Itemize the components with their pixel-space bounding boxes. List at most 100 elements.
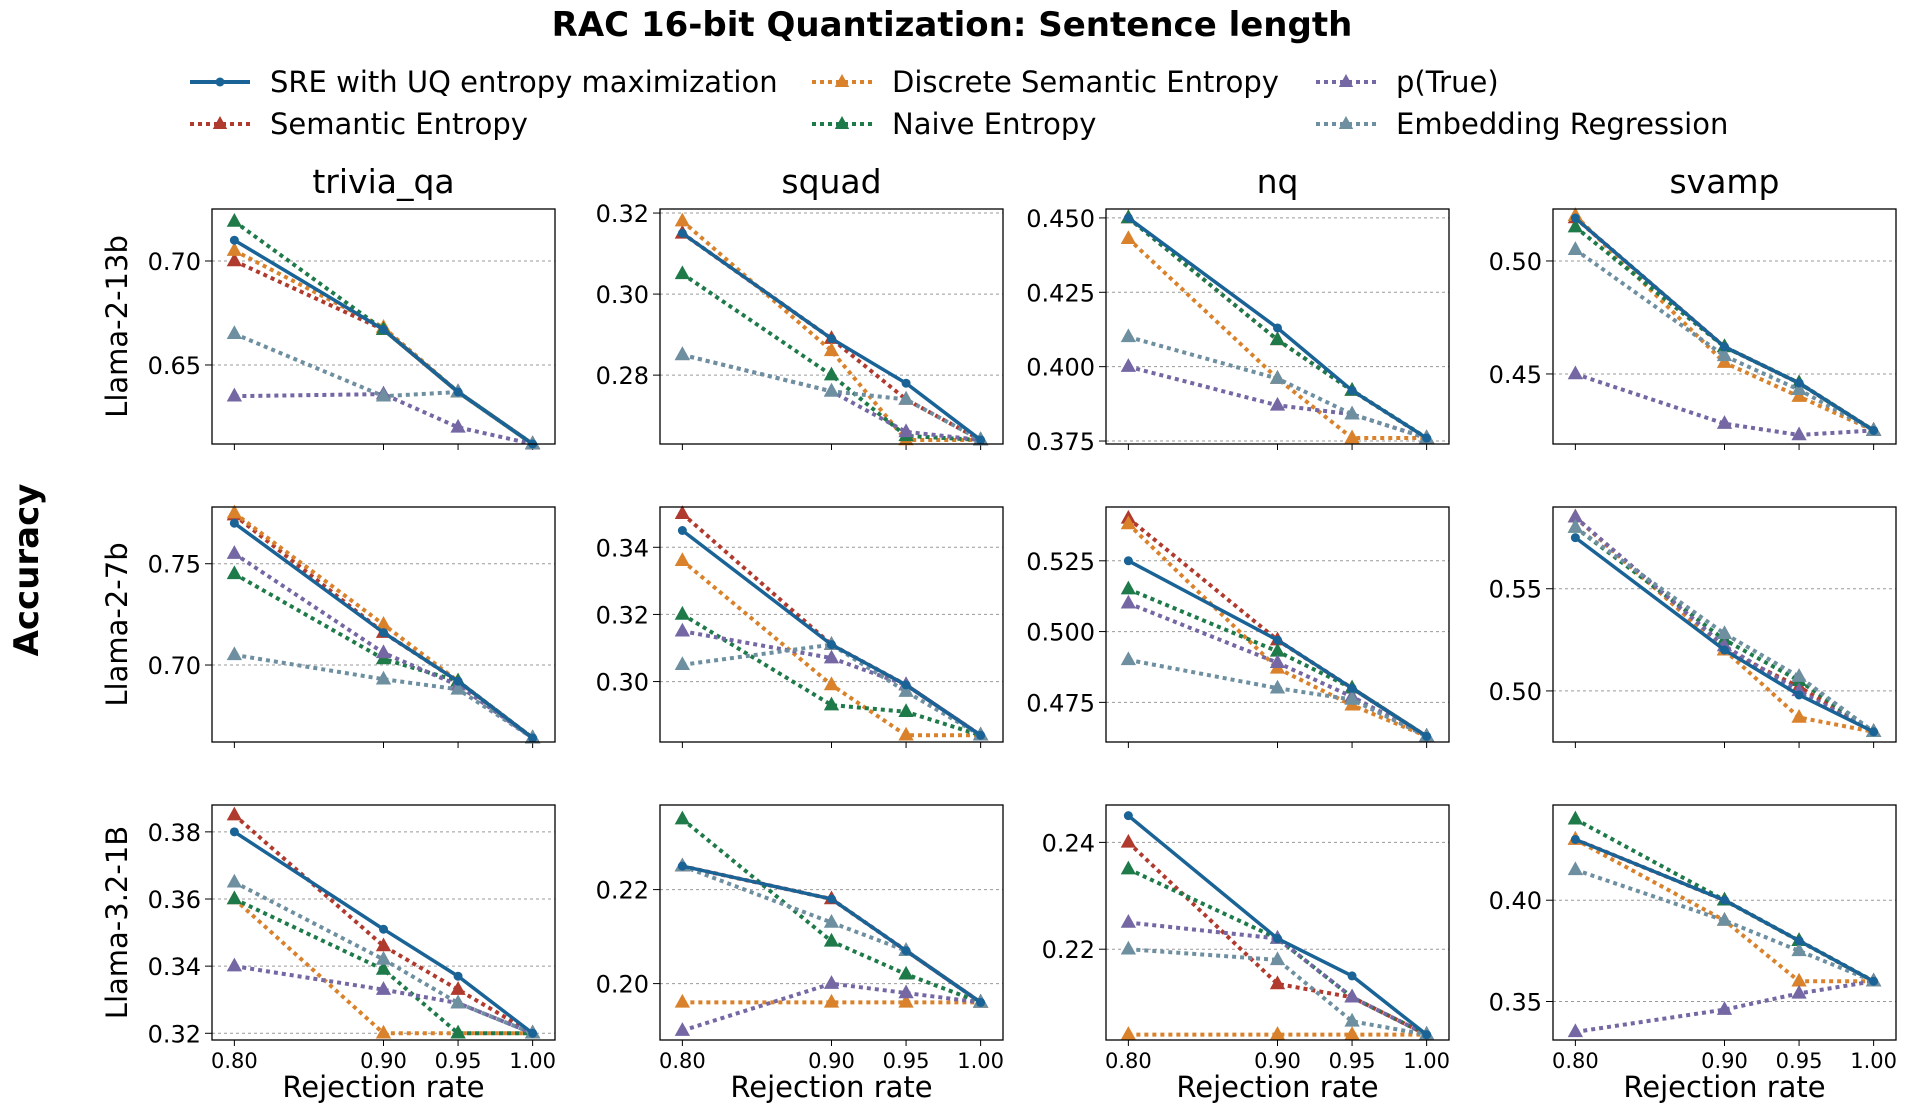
data-point <box>375 616 392 630</box>
data-point <box>1120 914 1137 928</box>
data-point <box>1344 1012 1360 1027</box>
x-tick-label: 0.95 <box>435 1049 482 1073</box>
data-point <box>677 228 687 238</box>
data-point <box>674 622 691 637</box>
data-point <box>450 418 466 433</box>
data-point <box>450 1024 466 1039</box>
y-tick-label: 0.32 <box>596 601 649 629</box>
y-tick-label: 0.38 <box>148 819 201 847</box>
data-point <box>226 504 243 519</box>
data-point <box>827 640 836 650</box>
x-tick-label: 0.95 <box>1776 1049 1823 1073</box>
series-p-true <box>1567 972 1882 1038</box>
series-line <box>1127 216 1428 440</box>
data-point <box>1570 533 1580 543</box>
data-point <box>827 894 836 904</box>
series-sre-with-uq-entropy-maximization <box>1123 213 1432 443</box>
panel-llama-2-7b-squad: 0.30 0.32 0.34 <box>596 505 1004 748</box>
series-line <box>681 981 981 1033</box>
plot-area-frame <box>211 506 556 743</box>
panel-llama-3-2-1b-svamp: 0.35 0.40 0.80 0.90 0.95 1.00 Rejection rate <box>1489 804 1897 1104</box>
data-point <box>674 265 691 280</box>
x-tick-label: 0.90 <box>1254 1049 1301 1073</box>
legend-label-naive-entropy: Naive Entropy <box>892 107 1096 141</box>
series-sre-with-uq-entropy-maximization <box>677 526 986 740</box>
data-point <box>1794 378 1804 388</box>
series-line <box>1574 515 1875 734</box>
series-sre-with-uq-entropy-maximization <box>1570 834 1879 986</box>
x-tick-label: 1.00 <box>957 1049 1004 1073</box>
x-tick-label: 1.00 <box>509 1049 556 1073</box>
series-line <box>1574 536 1875 734</box>
series-line <box>234 392 534 446</box>
data-point <box>823 696 840 711</box>
data-point <box>453 387 463 397</box>
data-point <box>1791 942 1807 957</box>
data-point <box>226 565 243 580</box>
data-point <box>674 346 691 361</box>
y-tick-label: 0.36 <box>148 886 201 914</box>
y-tick-label: 0.45 <box>1489 361 1542 389</box>
data-point <box>1120 230 1137 245</box>
panel-llama-3-2-1b-trivia-qa: 0.32 0.34 0.36 0.38 0.80 0.90 0.95 1.00 Llama-3.… <box>100 804 556 1104</box>
series-line <box>1574 372 1874 437</box>
data-point <box>823 366 840 381</box>
x-axis-title: Rejection rate <box>1623 1070 1825 1104</box>
data-point <box>226 957 243 972</box>
x-tick-label: 0.95 <box>1329 1049 1376 1073</box>
data-point <box>226 242 243 256</box>
data-point <box>1567 241 1584 255</box>
data-point <box>226 212 243 227</box>
legend-marker-discrete-semantic-entropy <box>834 74 850 87</box>
y-tick-label: 0.475 <box>1026 689 1095 717</box>
x-tick-label: 0.90 <box>808 1049 855 1073</box>
x-tick-label: 0.80 <box>1105 1049 1152 1073</box>
legend-marker-semantic-entropy <box>212 116 228 129</box>
series-line <box>233 238 534 446</box>
x-tick-label: 0.80 <box>1552 1049 1599 1073</box>
y-tick-label: 0.70 <box>148 652 201 680</box>
legend-label-discrete-semantic-entropy: Discrete Semantic Entropy <box>892 65 1279 99</box>
data-point <box>1716 1001 1733 1015</box>
data-point <box>1120 940 1137 955</box>
series-sre-with-uq-entropy-maximization <box>229 235 538 449</box>
x-tick-label: 0.90 <box>360 1049 407 1073</box>
y-tick-label: 0.375 <box>1026 428 1095 456</box>
x-tick-label: 1.00 <box>1403 1049 1450 1073</box>
y-tick-label: 0.75 <box>148 551 201 579</box>
plot-area-frame <box>659 804 1004 1041</box>
data-point <box>1716 415 1733 429</box>
y-tick-label: 0.65 <box>148 352 201 380</box>
data-point <box>1794 936 1804 946</box>
data-point <box>379 628 388 638</box>
data-point <box>375 387 392 402</box>
y-tick-label: 0.20 <box>596 971 649 999</box>
series-embedding-regression <box>1567 518 1882 738</box>
data-point <box>1716 625 1733 639</box>
data-point <box>901 378 911 388</box>
data-point <box>1269 951 1286 966</box>
data-point <box>898 726 914 741</box>
data-point <box>375 1024 392 1039</box>
data-point <box>674 505 691 519</box>
data-point <box>1120 651 1137 666</box>
series-line <box>681 231 982 442</box>
legend-marker-sre-with-uq-entropy-maximization <box>215 77 225 87</box>
data-point <box>976 435 986 445</box>
data-point <box>375 950 392 965</box>
data-point <box>1720 895 1729 905</box>
data-point <box>1123 556 1133 566</box>
data-point <box>229 827 239 837</box>
data-point <box>453 971 463 981</box>
y-tick-label: 0.30 <box>596 669 649 697</box>
panel-llama-3-2-1b-nq: 0.22 0.24 0.80 0.90 0.95 1.00 Rejection rate <box>1042 804 1450 1104</box>
column-title-svamp: svamp <box>1669 162 1779 201</box>
data-point <box>379 325 388 335</box>
data-point <box>823 676 840 691</box>
series-line <box>681 817 982 1005</box>
legend-entry-discrete-semantic-entropy: Discrete Semantic Entropy <box>812 65 1279 99</box>
data-point <box>1567 218 1584 233</box>
y-tick-label: 0.34 <box>148 953 201 981</box>
data-point <box>1269 1026 1286 1040</box>
y-tick-label: 0.50 <box>1489 248 1542 276</box>
